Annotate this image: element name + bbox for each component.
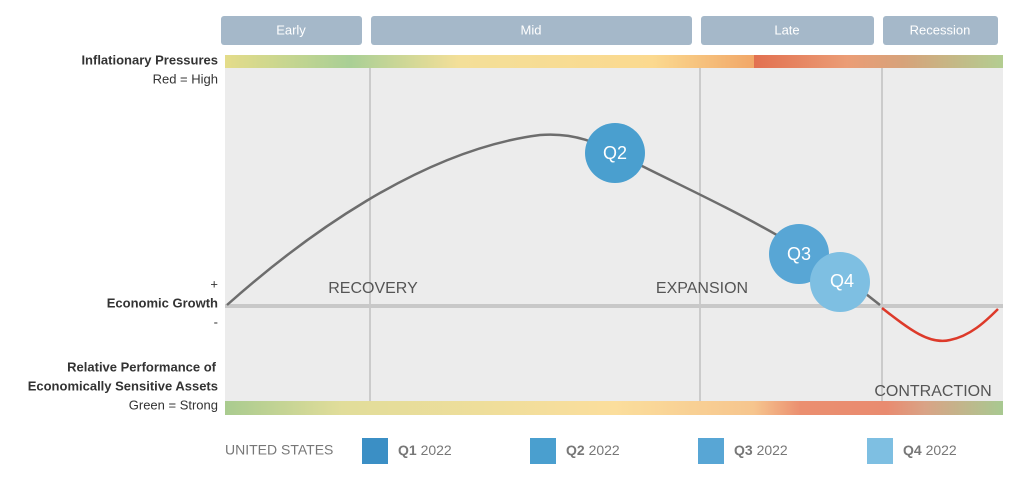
legend-year: 2022 xyxy=(926,442,957,458)
performance-bar xyxy=(225,401,1003,415)
legend-swatch xyxy=(530,438,556,464)
bubble-label: Q2 xyxy=(603,143,627,163)
legend-title: UNITED STATES xyxy=(225,442,333,458)
phase-label: Early xyxy=(276,22,306,37)
phase-box xyxy=(701,16,874,45)
label: Economic Growth xyxy=(107,295,218,310)
inflation-bar xyxy=(225,55,1003,68)
legend-swatch xyxy=(867,438,893,464)
phase-box xyxy=(371,16,692,45)
legend-label: Q2 2022 xyxy=(566,442,620,458)
legend-quarter: Q2 xyxy=(566,442,585,458)
legend-year: 2022 xyxy=(589,442,620,458)
cycle-curve xyxy=(226,133,881,306)
label: Relative Performance of xyxy=(67,359,217,374)
label: Economically Sensitive Assets xyxy=(28,378,218,393)
label: Red = High xyxy=(153,71,218,86)
bubble-label: Q4 xyxy=(830,271,854,291)
phase-label: Recession xyxy=(910,22,971,37)
legend-label: Q1 2022 xyxy=(398,442,452,458)
bubble xyxy=(810,252,870,312)
phase-label: Mid xyxy=(521,22,542,37)
legend-label: Q4 2022 xyxy=(903,442,957,458)
label: Inflationary Pressures xyxy=(81,52,218,67)
region-label: RECOVERY xyxy=(328,280,418,297)
legend-year: 2022 xyxy=(421,442,452,458)
phase-box xyxy=(883,16,998,45)
phase-box xyxy=(221,16,362,45)
legend-quarter: Q1 xyxy=(398,442,417,458)
region-label: EXPANSION xyxy=(656,280,748,297)
region-label: CONTRACTION xyxy=(874,383,991,400)
phase-header: Early Mid Late Recession xyxy=(221,16,998,45)
contraction-curve xyxy=(881,307,999,343)
legend-label: Q3 2022 xyxy=(734,442,788,458)
label: - xyxy=(214,314,218,329)
plot-area xyxy=(225,68,1003,401)
phase-label: Late xyxy=(774,22,799,37)
legend: UNITED STATES Q1 2022 Q2 2022 Q3 2022 Q4… xyxy=(225,438,957,464)
label: + xyxy=(210,276,218,291)
bubble-label: Q3 xyxy=(787,244,811,264)
legend-quarter: Q4 xyxy=(903,442,922,458)
legend-swatch xyxy=(362,438,388,464)
label: Green = Strong xyxy=(129,397,218,412)
bubble xyxy=(585,123,645,183)
legend-swatch xyxy=(698,438,724,464)
legend-quarter: Q3 xyxy=(734,442,753,458)
bubbles: Q2 Q3 Q4 xyxy=(585,123,870,312)
legend-year: 2022 xyxy=(757,442,788,458)
left-labels: Inflationary Pressures Red = High + Econ… xyxy=(28,52,218,412)
